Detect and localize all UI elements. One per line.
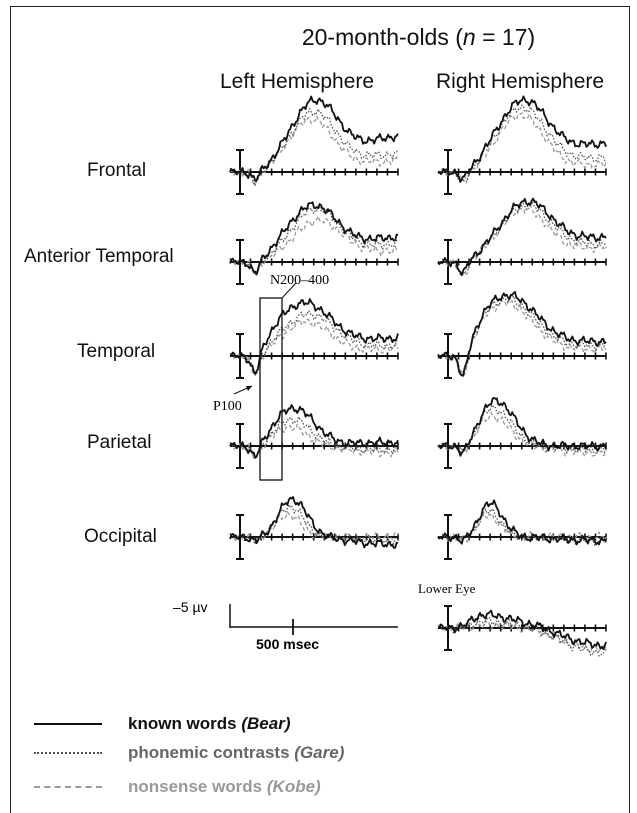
legend-word-kobe: (Kobe) — [266, 777, 321, 796]
figure-title: 20-month-olds (n = 17) — [301, 24, 536, 50]
right-hemisphere-label: Right Hemisphere — [436, 70, 605, 93]
waveform-nonsense-words — [229, 318, 399, 376]
waveform-known-words — [229, 496, 399, 549]
legend-word-gare: (Gare) — [294, 743, 345, 762]
waveform-known-words — [437, 291, 607, 377]
erp-panel-occipital-left — [229, 496, 399, 560]
waveform-known-words — [437, 396, 607, 457]
legend-swatch-dashed — [34, 786, 102, 788]
legend-word-bear: (Bear) — [241, 714, 291, 733]
waveform-known-words — [229, 201, 399, 276]
left-hemisphere-label: Left Hemisphere — [220, 70, 375, 93]
scale-amplitude-label: –5 µv — [173, 599, 208, 615]
erp-panel-parietal-left — [229, 404, 399, 469]
waveform-known-words — [437, 499, 607, 546]
erp-panel-lower-eye-right — [437, 605, 607, 657]
waveform-known-words — [437, 197, 607, 277]
n200-400-window-box — [259, 297, 283, 481]
waveform-phonemic-contrasts — [437, 616, 607, 657]
legend-label-nonsense-words: nonsense words — [128, 777, 263, 796]
lower-eye-label: Lower Eye — [418, 581, 476, 596]
erp-panel-frontal-right — [437, 95, 607, 195]
waveform-phonemic-contrasts — [229, 503, 398, 546]
waveform-nonsense-words — [437, 620, 607, 654]
waveform-phonemic-contrasts — [229, 107, 399, 187]
waveform-nonsense-words — [437, 112, 607, 185]
region-label-anterior-temporal: Anterior Temporal — [24, 246, 174, 267]
region-label-frontal: Frontal — [87, 160, 147, 181]
waveform-phonemic-contrasts — [437, 104, 607, 182]
figure-frame — [10, 6, 630, 813]
p100-annotation: P100 — [213, 399, 242, 414]
waveform-known-words — [229, 95, 399, 182]
legend-label-phonemic-contrasts: phonemic contrasts — [128, 743, 290, 762]
waveform-nonsense-words — [229, 215, 399, 277]
erp-panel-anterior-temporal-right — [437, 197, 607, 285]
waveform-phonemic-contrasts — [437, 200, 607, 276]
region-label-occipital: Occipital — [84, 526, 157, 547]
waveform-phonemic-contrasts — [437, 295, 607, 376]
legend-item-phonemic-contrasts: phonemic contrasts (Gare) — [34, 741, 344, 765]
legend-item-known-words: known words (Bear) — [34, 712, 290, 736]
erp-panel-temporal-left — [229, 298, 399, 379]
erp-panel-anterior-temporal-left — [229, 201, 399, 285]
region-label-parietal: Parietal — [87, 432, 152, 453]
legend-item-nonsense-words: nonsense words (Kobe) — [34, 775, 321, 799]
waveform-phonemic-contrasts — [229, 309, 399, 376]
waveform-nonsense-words — [437, 298, 607, 376]
region-label-temporal: Temporal — [77, 341, 156, 362]
waveform-known-words — [438, 609, 607, 650]
waveform-known-words — [437, 95, 607, 183]
n200-400-pointer — [281, 282, 297, 299]
legend-swatch-dotted — [34, 752, 102, 754]
legend-swatch-solid — [34, 723, 102, 725]
erp-panel-occipital-right — [437, 499, 607, 560]
p100-arrowhead — [246, 386, 252, 391]
waveform-phonemic-contrasts — [229, 205, 399, 276]
erp-panel-temporal-right — [437, 291, 607, 379]
n200-400-annotation: N200–400 — [270, 273, 329, 288]
legend-label-known-words: known words — [128, 714, 237, 733]
waveform-known-words — [229, 404, 399, 459]
erp-panel-frontal-left — [229, 95, 399, 195]
waveform-phonemic-contrasts — [229, 416, 399, 460]
waveform-known-words — [229, 298, 399, 375]
waveform-nonsense-words — [437, 204, 607, 277]
scale-time-label: 500 msec — [256, 636, 319, 652]
erp-panel-parietal-right — [437, 396, 607, 469]
